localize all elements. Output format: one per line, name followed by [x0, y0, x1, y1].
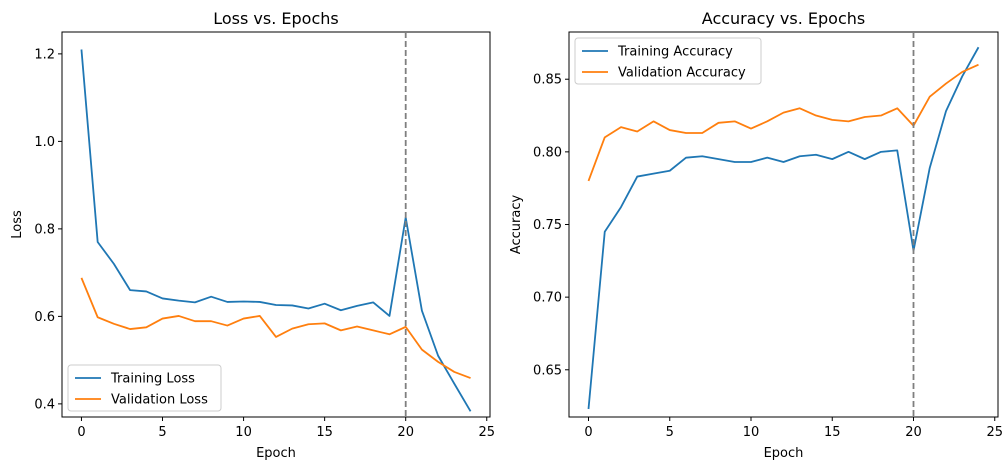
- loss-legend: Training Loss Validation Loss: [67, 364, 222, 412]
- loss-x-tick-label: 15: [316, 425, 333, 440]
- accuracy-chart-title: Accuracy vs. Epochs: [702, 9, 865, 28]
- loss-x-tick-label: 0: [77, 425, 85, 440]
- loss-y-tick-label: 0.6: [34, 310, 55, 325]
- loss-x-tick-label: 5: [158, 425, 166, 440]
- accuracy-y-tick-label: 0.70: [533, 291, 562, 306]
- accuracy-y-axis-label: Accuracy: [509, 195, 524, 255]
- loss-chart: Loss vs. Epochs 0 5 10 15 20 25 0.4 0.6 0.8 1.0 1.2…: [10, 9, 495, 461]
- loss-plot-area: [61, 31, 491, 418]
- loss-chart-title: Loss vs. Epochs: [213, 9, 338, 28]
- accuracy-x-tick-label: 0: [584, 425, 592, 440]
- accuracy-x-tick-label: 25: [986, 425, 1003, 440]
- accuracy-x-tick-label: 20: [905, 425, 922, 440]
- loss-x-tick-label: 25: [478, 425, 495, 440]
- accuracy-legend-label: Validation Accuracy: [618, 66, 746, 81]
- loss-legend-label: Validation Loss: [111, 393, 208, 408]
- accuracy-y-tick-label: 0.80: [533, 145, 562, 160]
- loss-x-tick-label: 20: [397, 425, 414, 440]
- loss-y-tick-label: 1.2: [34, 47, 55, 62]
- accuracy-plot-area: [568, 31, 999, 418]
- accuracy-x-tick-label: 15: [824, 425, 841, 440]
- accuracy-legend: Training Accuracy Validation Accuracy: [574, 37, 762, 85]
- accuracy-x-tick-label: 10: [743, 425, 760, 440]
- loss-y-tick-label: 0.8: [34, 222, 55, 237]
- accuracy-y-tick-label: 0.85: [533, 73, 562, 88]
- accuracy-y-tick-label: 0.75: [533, 218, 562, 233]
- accuracy-x-axis-label: Epoch: [764, 446, 804, 461]
- loss-y-axis-label: Loss: [10, 210, 25, 239]
- loss-y-tick-label: 0.4: [34, 397, 55, 412]
- accuracy-chart: Accuracy vs. Epochs 0 5 10 15 20 25 0.65 0.70 0.7…: [509, 9, 1003, 461]
- accuracy-legend-label: Training Accuracy: [617, 45, 733, 60]
- accuracy-x-tick-label: 5: [666, 425, 674, 440]
- loss-legend-box: [67, 364, 222, 412]
- loss-x-axis-label: Epoch: [256, 446, 296, 461]
- loss-series-validation-line: [80, 277, 471, 379]
- accuracy-legend-box: [574, 37, 762, 85]
- loss-y-tick-label: 1.0: [34, 135, 55, 150]
- loss-x-tick-label: 10: [235, 425, 252, 440]
- accuracy-y-tick-label: 0.65: [533, 363, 562, 378]
- loss-legend-label: Training Loss: [110, 372, 195, 387]
